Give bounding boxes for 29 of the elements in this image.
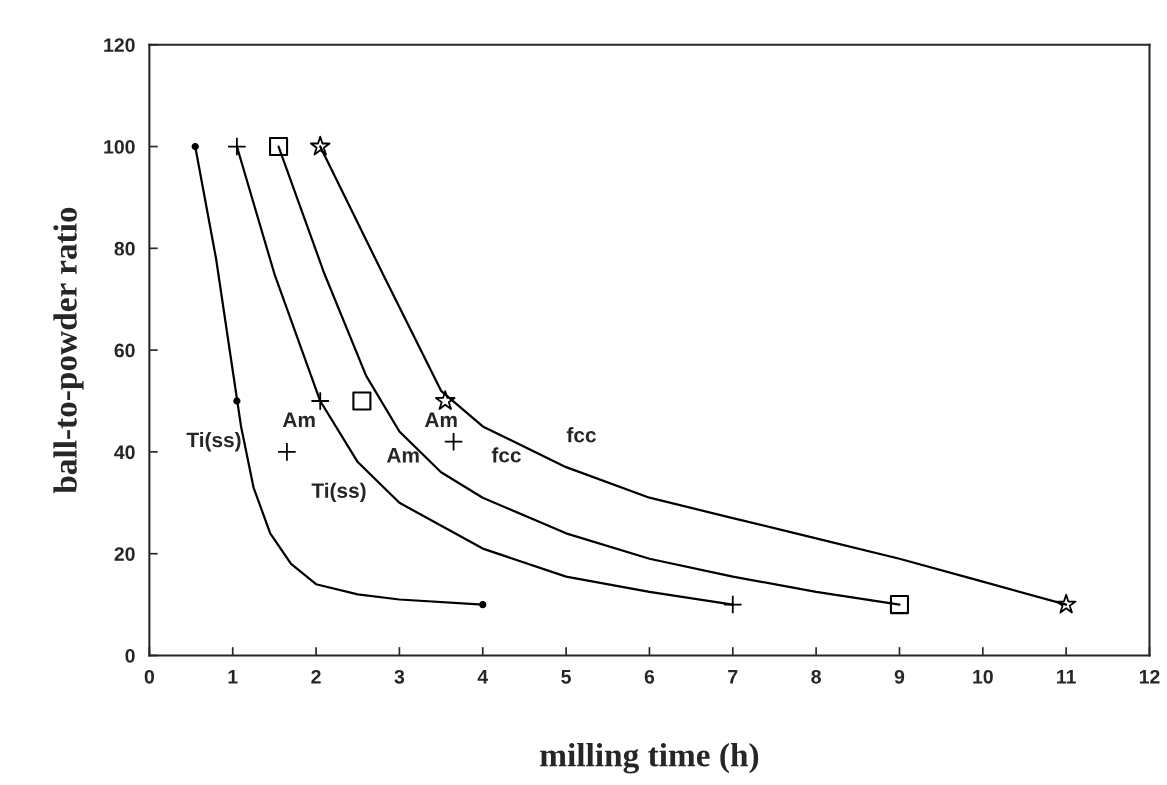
y-tick-label: 100 <box>104 140 135 154</box>
annotation: Am <box>282 412 315 427</box>
y-tick-label: 80 <box>114 241 135 256</box>
y-tick-label: 120 <box>104 38 135 52</box>
y-axis-title: ball-to-powder ratio <box>53 207 84 494</box>
x-tick-label: 7 <box>728 670 738 684</box>
y-tick-label: 20 <box>114 547 135 561</box>
x-tick-label: 8 <box>811 669 821 684</box>
annotation: fcc <box>566 427 596 443</box>
y-tick-label: 40 <box>114 445 135 460</box>
x-tick-label: 1 <box>228 670 238 684</box>
y-tick-label: 0 <box>125 648 135 663</box>
x-tick-label: 10 <box>973 669 993 684</box>
annotation: fcc <box>491 447 521 463</box>
x-tick-label: 6 <box>644 669 655 684</box>
x-tick-label: 9 <box>894 669 905 684</box>
x-tick-label: 5 <box>561 670 571 684</box>
annotation: Ti(ss) <box>311 482 366 503</box>
x-tick-label: 2 <box>311 669 321 684</box>
annotation: Ti(ss) <box>186 432 241 452</box>
x-tick-label: 4 <box>477 670 489 684</box>
y-tick-label: 60 <box>114 343 135 358</box>
x-tick-label: 12 <box>1139 669 1160 684</box>
annotation: Am <box>424 412 457 427</box>
x-tick-label: 3 <box>394 669 405 684</box>
x-tick-label: 11 <box>1057 670 1076 684</box>
x-axis-title: milling time (h) <box>540 743 759 774</box>
x-tick-label: 0 <box>144 669 154 684</box>
annotation: Am <box>386 448 419 463</box>
